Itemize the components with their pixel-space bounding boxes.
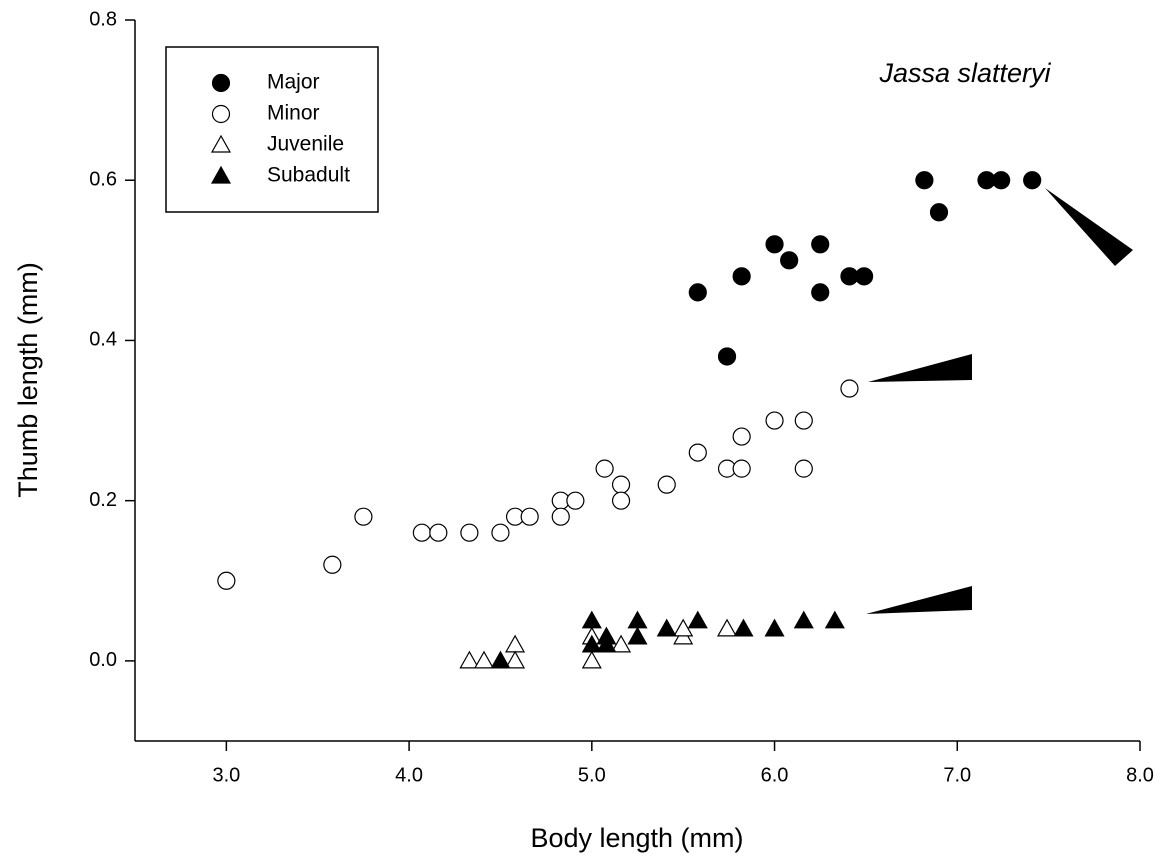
point [459, 650, 480, 669]
point [581, 650, 602, 669]
point [929, 203, 949, 222]
point [854, 267, 874, 286]
point [491, 523, 510, 542]
wedge [1045, 188, 1133, 266]
point [764, 618, 785, 637]
y-tick-label: 0.8 [89, 8, 117, 30]
point [1023, 171, 1042, 190]
point [732, 427, 751, 446]
x-tick-label: 8.0 [1126, 764, 1154, 786]
point [811, 235, 830, 254]
x-tick-label: 5.0 [578, 764, 606, 786]
point [611, 491, 631, 510]
legend-marker [210, 165, 232, 184]
point [473, 650, 495, 669]
x-tick-label: 4.0 [395, 764, 423, 786]
point [765, 235, 784, 254]
point [627, 626, 648, 645]
point [732, 459, 751, 478]
x-tick-label: 7.0 [943, 764, 971, 786]
legend-marker [210, 134, 232, 153]
point [627, 610, 648, 629]
point [793, 610, 814, 629]
wedge [866, 586, 972, 614]
point [794, 459, 813, 478]
point [460, 523, 479, 542]
y-tick-label: 0.2 [89, 489, 117, 511]
point [656, 618, 677, 637]
point [732, 267, 751, 286]
point [657, 475, 676, 494]
point [687, 610, 708, 629]
point [581, 634, 602, 653]
point [217, 571, 236, 590]
point [429, 523, 448, 542]
point [551, 507, 570, 526]
x-axis-label: Body length (mm) [530, 823, 743, 853]
point [811, 283, 830, 302]
point [490, 650, 511, 669]
y-axis-label: Thumb length (mm) [13, 262, 43, 498]
point [824, 610, 845, 629]
x-tick-label: 3.0 [212, 764, 240, 786]
point [354, 507, 373, 526]
point [765, 411, 784, 430]
point [323, 555, 342, 574]
y-tick-label: 0.0 [89, 649, 117, 671]
point [780, 251, 799, 270]
point [717, 618, 738, 637]
point [595, 459, 614, 478]
legend-marker [211, 104, 231, 124]
y-tick-label: 0.4 [89, 329, 117, 351]
legend-marker [211, 73, 231, 93]
point [505, 650, 526, 669]
legend-label: Juvenile [267, 133, 344, 156]
legend-label: Minor [267, 102, 320, 125]
point [520, 507, 539, 526]
point [915, 171, 934, 190]
chart-title: Jassa slatteryi [878, 58, 1051, 88]
wedge [868, 354, 972, 382]
point [840, 379, 859, 398]
point [717, 347, 737, 366]
point [733, 618, 754, 637]
point [611, 634, 632, 653]
point [412, 523, 431, 542]
point [673, 618, 694, 637]
point [566, 491, 585, 510]
point [581, 610, 602, 629]
legend-label: Subadult [267, 164, 350, 187]
point [688, 283, 707, 302]
point [505, 634, 526, 653]
point [688, 443, 707, 462]
point [611, 475, 631, 494]
legend-box [165, 46, 379, 213]
point [992, 171, 1011, 190]
y-tick-label: 0.6 [89, 169, 117, 191]
point [794, 411, 813, 430]
legend-label: Major [267, 71, 320, 94]
x-tick-label: 6.0 [761, 764, 789, 786]
point [596, 634, 617, 653]
